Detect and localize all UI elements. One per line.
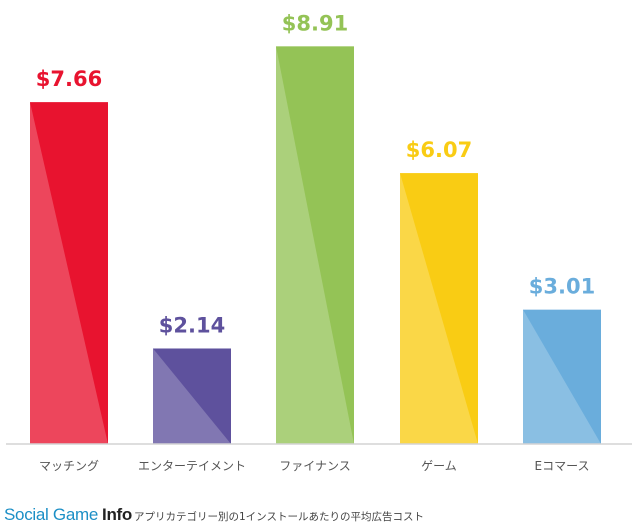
bar-3 xyxy=(276,46,354,444)
bar-chart: $7.66 マッチング $2.14 エンターテイメント $8.91 ファイナンス $6.07… xyxy=(6,11,632,473)
category-label-4: ゲーム xyxy=(421,459,457,473)
bar-4-shade xyxy=(400,173,478,445)
brand-regular: Social Game xyxy=(4,505,99,524)
bar-4 xyxy=(400,173,478,445)
category-label-2: エンターテイメント xyxy=(138,459,246,473)
value-label-4: $6.07 xyxy=(406,138,472,162)
bar-5 xyxy=(523,309,601,444)
bar-1-shade xyxy=(30,102,108,445)
value-label-3: $8.91 xyxy=(282,11,348,35)
value-label-1: $7.66 xyxy=(36,67,102,91)
footer: Social Game Info アプリカテゴリー別の1インストールあたりの平均広… xyxy=(4,505,424,525)
brand-bold: Info xyxy=(102,505,132,524)
value-label-5: $3.01 xyxy=(529,275,595,299)
bar-1 xyxy=(30,102,108,445)
bar-2 xyxy=(153,348,231,444)
bar-3-shade xyxy=(276,46,354,444)
brand-logo-text: Social Game Info xyxy=(4,505,132,525)
bar-2-shade xyxy=(153,348,231,444)
value-label-2: $2.14 xyxy=(159,313,225,337)
bar-5-shade xyxy=(523,309,601,444)
category-label-5: Eコマース xyxy=(535,459,590,473)
category-label-1: マッチング xyxy=(39,459,99,473)
category-label-3: ファイナンス xyxy=(279,459,351,473)
chart-caption: アプリカテゴリー別の1インストールあたりの平均広告コスト xyxy=(133,511,424,523)
